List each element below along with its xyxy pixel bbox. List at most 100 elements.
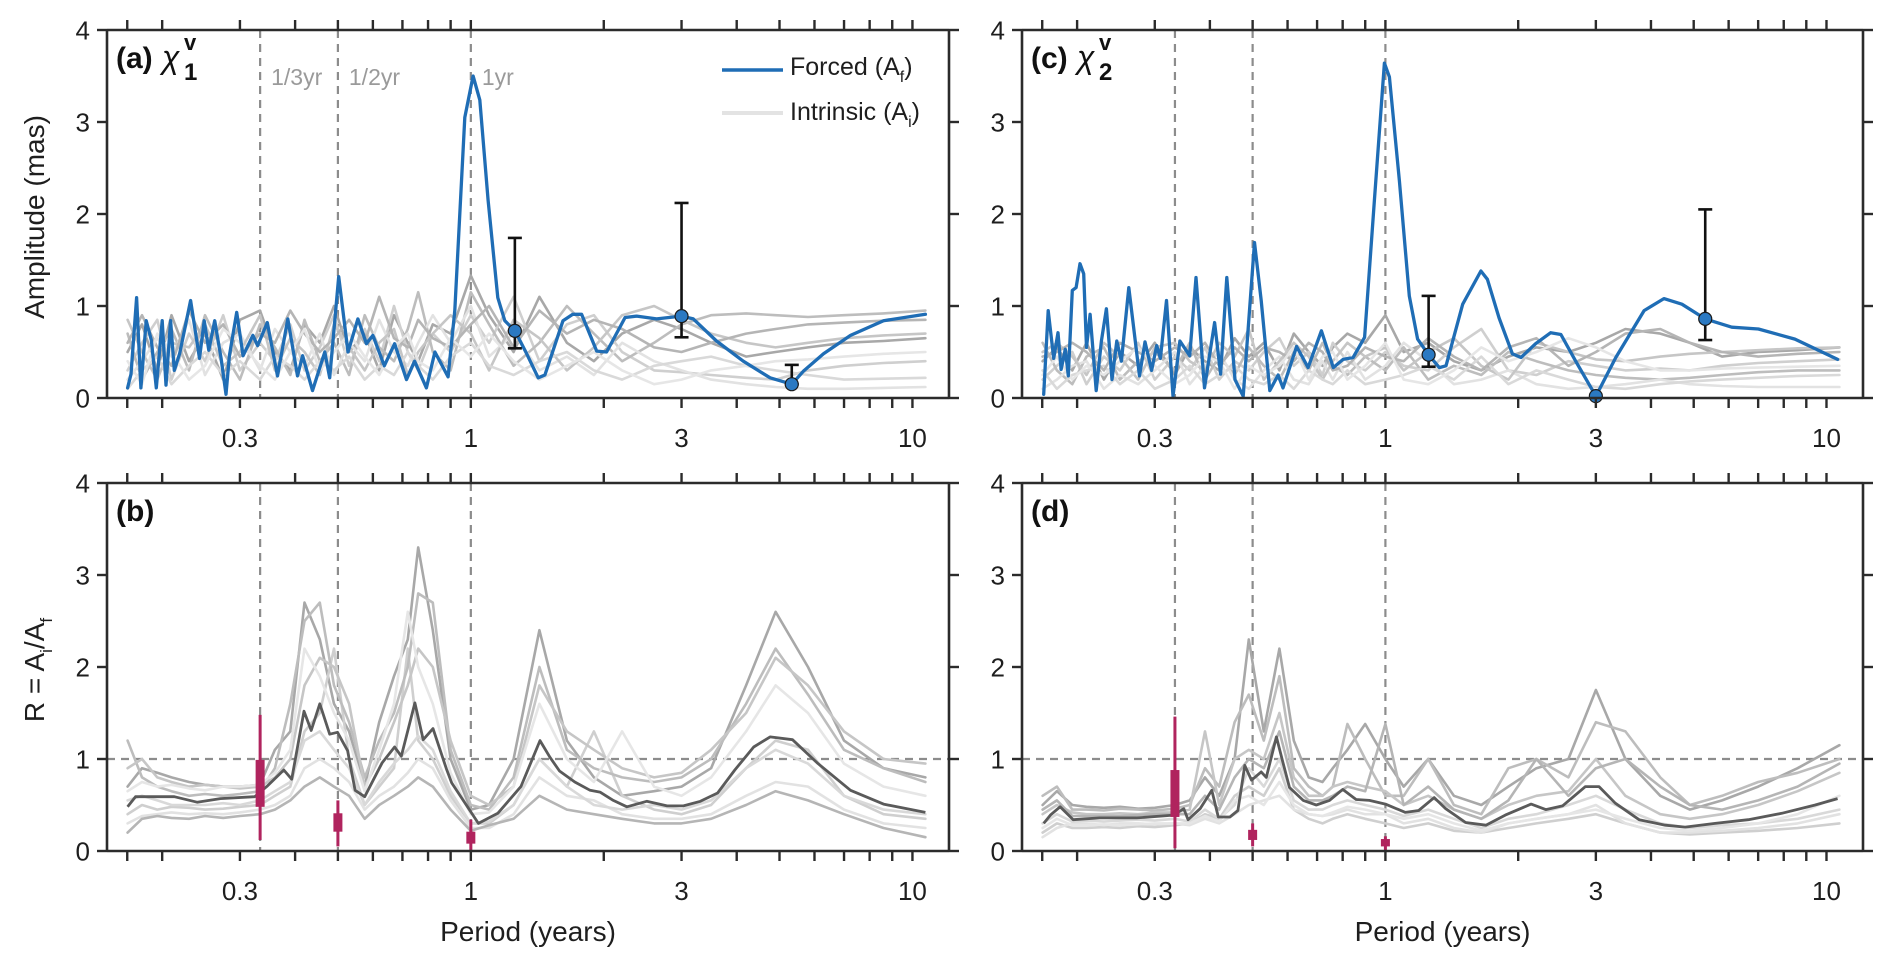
y-tick-label: 4 bbox=[76, 16, 90, 46]
panel-label: (a) bbox=[116, 42, 153, 75]
error-bar bbox=[1698, 208, 1713, 342]
data-point bbox=[784, 377, 799, 392]
x-tick-label: 1 bbox=[1378, 423, 1392, 453]
x-tick-label: 10 bbox=[898, 423, 927, 453]
intrinsic-line bbox=[126, 327, 927, 386]
y-tick-label: 0 bbox=[76, 837, 90, 867]
symbol-subscript: 2 bbox=[1099, 59, 1112, 86]
x-tick-label: 1 bbox=[1378, 876, 1392, 906]
intrinsic-line bbox=[1041, 780, 1841, 833]
y-tick-label: 3 bbox=[991, 561, 1005, 591]
x-tick-label: 3 bbox=[1589, 876, 1603, 906]
intrinsic-line bbox=[126, 776, 927, 839]
chi-symbol: χ bbox=[1074, 39, 1095, 75]
median-line bbox=[126, 701, 926, 825]
box-marker-box bbox=[333, 813, 343, 832]
plot-area bbox=[1041, 30, 1841, 398]
box-marker-box bbox=[466, 831, 476, 844]
reference-line-label: 1yr bbox=[482, 64, 514, 90]
box-marker bbox=[333, 800, 343, 847]
axes: 0.3 1 3 10 0 1 2 3 4 bbox=[991, 16, 1873, 453]
symbol-superscript: v bbox=[184, 30, 197, 55]
data-point bbox=[1698, 311, 1713, 326]
reference-line-label: 1/3yr bbox=[271, 64, 322, 90]
y-tick-label: 4 bbox=[991, 16, 1005, 46]
label-text: ) bbox=[912, 98, 920, 126]
y-tick-label: 4 bbox=[991, 469, 1005, 499]
legend-item-intrinsic: Intrinsic (Ai) bbox=[722, 98, 920, 131]
reference-line-label: 1/2yr bbox=[349, 64, 400, 90]
axes: 0.3 1 3 10 0 1 2 3 4 bbox=[76, 16, 959, 453]
label-text: Forced (A bbox=[790, 53, 900, 81]
y-axis-label: Amplitude (mas) bbox=[19, 115, 50, 319]
x-tick-label: 10 bbox=[898, 876, 927, 906]
intrinsic-line bbox=[126, 757, 927, 830]
y-tick-label: 2 bbox=[991, 653, 1005, 683]
forced-line bbox=[125, 74, 928, 396]
box-marker bbox=[255, 714, 265, 840]
x-tick-label: 3 bbox=[674, 423, 688, 453]
y-tick-label: 1 bbox=[76, 292, 90, 322]
y-axis-label: R = Ai/Af bbox=[19, 618, 56, 723]
y-tick-label: 3 bbox=[991, 108, 1005, 138]
intrinsic-line bbox=[126, 304, 927, 391]
error-bar bbox=[784, 363, 799, 392]
panel-title: (b) bbox=[116, 495, 154, 528]
x-tick-label: 1 bbox=[464, 423, 478, 453]
x-tick-label: 10 bbox=[1812, 876, 1841, 906]
plot-area bbox=[125, 30, 928, 398]
intrinsic-line bbox=[126, 610, 927, 816]
x-tick-label: 3 bbox=[674, 876, 688, 906]
x-axis-label: Period (years) bbox=[440, 916, 616, 947]
intrinsic-line bbox=[1041, 722, 1841, 821]
x-axis-label: Period (years) bbox=[1355, 916, 1531, 947]
box-marker-box bbox=[1248, 829, 1258, 840]
intrinsic-line bbox=[126, 647, 927, 825]
panel-a: 0.3 1 3 10 0 1 2 3 4 Amplitude (mas) 1/3yr 1/2yr 1yr… bbox=[19, 16, 959, 453]
legend-label: Forced (Af) bbox=[790, 53, 913, 86]
subscript: f bbox=[900, 69, 905, 86]
label-text: /A bbox=[19, 622, 50, 649]
x-tick-label: 1 bbox=[464, 876, 478, 906]
y-tick-label: 1 bbox=[991, 292, 1005, 322]
label-text: R = A bbox=[19, 653, 50, 723]
symbol-superscript: v bbox=[1099, 30, 1112, 55]
y-tick-label: 1 bbox=[76, 745, 90, 775]
y-tick-label: 4 bbox=[76, 469, 90, 499]
y-tick-label: 3 bbox=[76, 561, 90, 591]
panel-b: 0.3 1 3 10 0 1 2 3 4 Period (years) R = Ai/Af (b) bbox=[19, 469, 959, 947]
box-marker bbox=[1248, 823, 1258, 847]
box-marker bbox=[466, 819, 476, 851]
axes: 0.3 1 3 10 0 1 2 3 4 bbox=[76, 469, 959, 906]
plot-area bbox=[107, 483, 949, 851]
panel-label: (b) bbox=[116, 495, 154, 528]
label-text: Intrinsic (A bbox=[790, 98, 908, 126]
x-tick-label: 3 bbox=[1589, 423, 1603, 453]
label-text: ) bbox=[904, 53, 912, 81]
intrinsic-line bbox=[1041, 766, 1841, 836]
legend-item-forced: Forced (Af) bbox=[722, 53, 913, 86]
error-bar bbox=[674, 201, 689, 339]
y-tick-label: 2 bbox=[991, 200, 1005, 230]
panel-label: (d) bbox=[1031, 495, 1069, 528]
intrinsic-line bbox=[126, 730, 927, 825]
forced-line bbox=[1042, 61, 1840, 398]
axes: 0.3 1 3 10 0 1 2 3 4 bbox=[991, 469, 1873, 906]
y-tick-label: 0 bbox=[991, 384, 1005, 414]
panel-label: (c) bbox=[1031, 42, 1068, 75]
median-line bbox=[1042, 735, 1838, 829]
x-tick-label: 10 bbox=[1812, 423, 1841, 453]
box-marker bbox=[1170, 716, 1180, 849]
symbol-subscript: 1 bbox=[184, 59, 197, 86]
box-marker-box bbox=[255, 759, 265, 807]
panel-d: 0.3 1 3 10 0 1 2 3 4 Period (years) (d) bbox=[991, 469, 1873, 947]
data-point bbox=[1421, 347, 1436, 362]
x-tick-label: 0.3 bbox=[1137, 423, 1173, 453]
panel-title: (c) χ v 2 bbox=[1031, 30, 1112, 86]
panel-title: (d) bbox=[1031, 495, 1069, 528]
intrinsic-line bbox=[1041, 327, 1841, 372]
plot-area bbox=[1022, 483, 1863, 851]
box-marker bbox=[1380, 836, 1390, 851]
panel-c: 0.3 1 3 10 0 1 2 3 4 (c) χ v 2 bbox=[991, 16, 1873, 453]
